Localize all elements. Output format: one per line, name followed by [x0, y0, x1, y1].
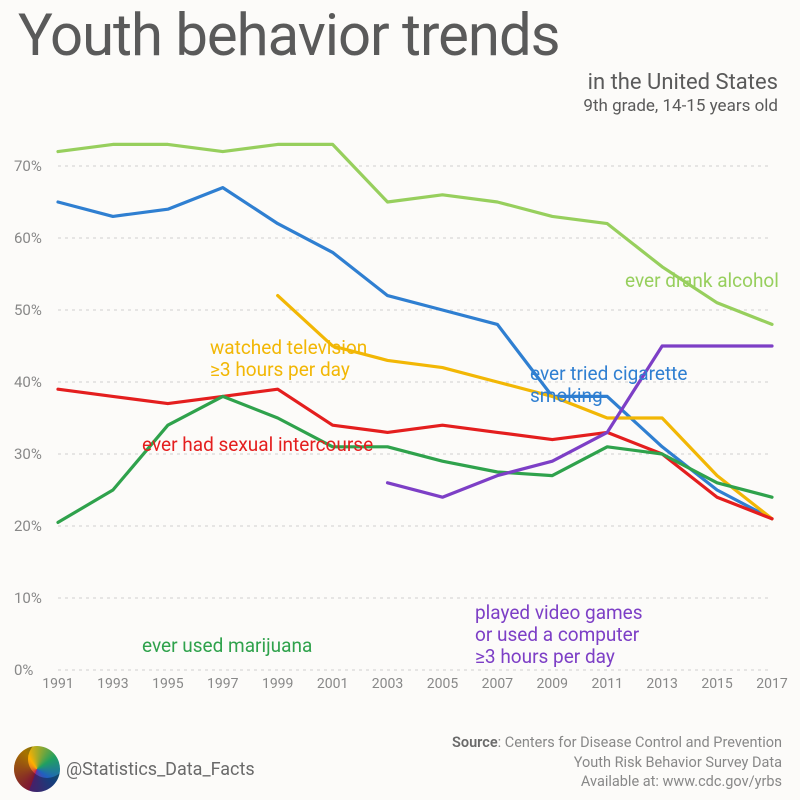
footer: @Statistics_Data_Facts Source: Centers f…	[0, 732, 800, 792]
series-label-cigarette: ever tried cigarettesmoking	[530, 363, 687, 407]
series-line-marijuana	[58, 396, 772, 522]
ytick-label: 10%	[14, 589, 42, 607]
ytick-label: 30%	[14, 445, 42, 463]
xtick-label: 2011	[591, 676, 622, 692]
xtick-label: 1993	[97, 676, 128, 692]
xtick-label: 1991	[42, 676, 73, 692]
xtick-label: 1999	[262, 676, 293, 692]
chart-container: Youth behavior trends in the United Stat…	[0, 0, 800, 800]
source-org: Centers for Disease Control and Preventi…	[505, 734, 782, 751]
source-attribution: Source: Centers for Disease Control and …	[452, 733, 782, 792]
series-label-tv: watched television≥3 hours per day	[210, 337, 367, 381]
series-label-alcohol: ever drank alcohol	[625, 270, 779, 292]
xtick-label: 1997	[207, 676, 238, 692]
ytick-label: 50%	[14, 301, 42, 319]
page-title: Youth behavior trends	[18, 2, 560, 70]
xtick-label: 2003	[372, 676, 403, 692]
series-label-videogames: played video gamesor used a computer≥3 h…	[475, 602, 643, 668]
source-label: Source	[452, 734, 498, 751]
ytick-label: 0%	[14, 661, 33, 679]
avatar-icon	[14, 746, 60, 792]
xtick-label: 2007	[482, 676, 513, 692]
source-survey: Youth Risk Behavior Survey Data	[574, 754, 782, 771]
ytick-label: 20%	[14, 517, 42, 535]
xtick-label: 2013	[646, 676, 677, 692]
xtick-label: 2001	[317, 676, 348, 692]
series-line-alcohol	[58, 144, 772, 324]
xtick-label: 2009	[537, 676, 568, 692]
series-line-tv	[278, 296, 772, 519]
line-chart: 0%10%20%30%40%50%60%70% 1991199319951997…	[50, 80, 780, 700]
xtick-label: 2017	[756, 676, 787, 692]
xtick-label: 1995	[152, 676, 183, 692]
ytick-label: 60%	[14, 229, 42, 247]
xtick-label: 2005	[427, 676, 458, 692]
series-label-marijuana: ever used marijuana	[142, 635, 312, 657]
source-url: Available at: www.cdc.gov/yrbs	[581, 773, 782, 790]
ytick-label: 70%	[14, 157, 42, 175]
account-handle: @Statistics_Data_Facts	[66, 759, 255, 780]
ytick-label: 40%	[14, 373, 42, 391]
series-label-sex: ever had sexual intercourse	[142, 434, 373, 456]
xtick-label: 2015	[701, 676, 732, 692]
series-line-cigarette	[58, 188, 772, 519]
